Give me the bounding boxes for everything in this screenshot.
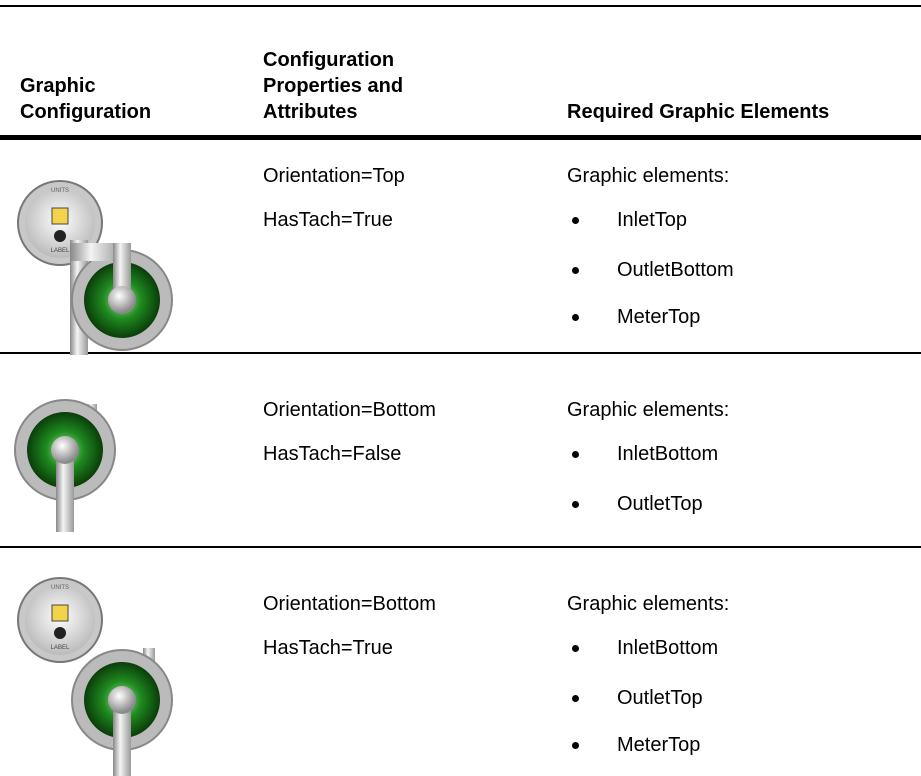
pump-icon	[70, 240, 173, 355]
bullet	[572, 217, 579, 224]
elements-heading: Graphic elements:	[567, 593, 730, 615]
element: InletTop	[617, 209, 688, 231]
gauge-units: UNITS	[51, 188, 69, 194]
property: Orientation=Bottom	[263, 399, 436, 421]
element: InletBottom	[617, 443, 719, 465]
element: OutletTop	[617, 493, 703, 515]
bullet	[572, 695, 579, 702]
property: HasTach=True	[263, 209, 393, 231]
bullet	[572, 451, 579, 458]
header-rule	[0, 135, 921, 140]
element: InletBottom	[617, 637, 719, 659]
element: MeterTop	[617, 734, 701, 756]
bullet	[572, 267, 579, 274]
row-rule	[0, 546, 921, 548]
row-rule	[0, 352, 921, 354]
elements-heading: Graphic elements:	[567, 165, 730, 187]
pump-icon	[71, 648, 173, 776]
gauge-units: UNITS	[51, 585, 69, 591]
bullet	[572, 501, 579, 508]
element: OutletTop	[617, 687, 703, 709]
icons: UNITS LABEL UNITS LABEL	[14, 180, 173, 776]
property: HasTach=False	[263, 443, 402, 465]
bullet	[572, 742, 579, 749]
gauge-label: LABEL	[51, 248, 70, 254]
header-cell: Required Graphic Elements	[567, 101, 830, 123]
element: OutletBottom	[617, 259, 734, 281]
pump-icon	[14, 399, 116, 532]
bullet	[572, 314, 579, 321]
elements-heading: Graphic elements:	[567, 399, 730, 421]
property: Orientation=Bottom	[263, 593, 436, 615]
gauge-label: LABEL	[51, 645, 70, 651]
element: MeterTop	[617, 306, 701, 328]
header-cell: Configuration Properties and Attributes	[263, 49, 404, 123]
property: HasTach=True	[263, 637, 393, 659]
gauge-icon: UNITS LABEL	[17, 577, 103, 663]
property: Orientation=Top	[263, 165, 405, 187]
top-rule	[0, 5, 921, 7]
header-cell: Graphic Configuration	[20, 75, 152, 123]
bullet	[572, 645, 579, 652]
